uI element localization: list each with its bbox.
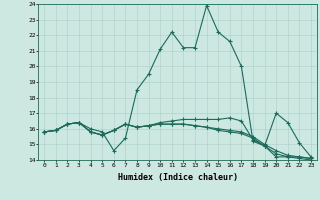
X-axis label: Humidex (Indice chaleur): Humidex (Indice chaleur) [118,173,238,182]
